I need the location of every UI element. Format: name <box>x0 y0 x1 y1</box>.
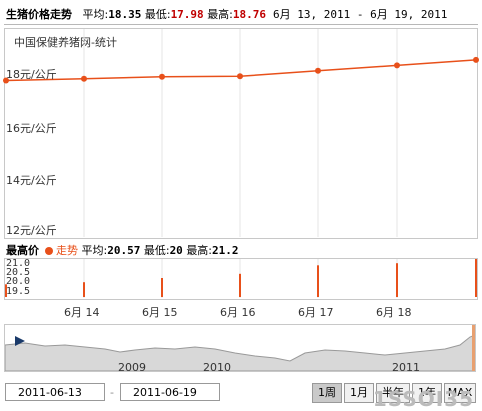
sub-max-value: 21.2 <box>212 244 239 257</box>
bar <box>396 263 398 297</box>
sub-max-label: 最高: <box>186 244 213 257</box>
watermark-logo: 1SSOI35 <box>372 387 474 411</box>
nav-year-label: 2010 <box>203 361 231 374</box>
sub-y-tick-label: 20.5 <box>6 267 31 278</box>
chart-header: 生猪价格走势 平均:18.35 最低:17.98 最高:18.76 6月 13,… <box>6 6 478 22</box>
main-chart-frame <box>4 28 478 239</box>
data-point <box>3 77 9 84</box>
range-button-6months[interactable]: 半年 <box>376 383 410 403</box>
range-button-max[interactable]: MAX <box>444 383 476 403</box>
bar <box>83 282 85 297</box>
sub-y-tick-label: 19.5 <box>6 286 31 297</box>
data-point <box>237 73 243 80</box>
avg-label: 平均: <box>82 8 109 21</box>
source-label: 中国保健养猪网-统计 <box>14 36 117 49</box>
sub-min-label: 最低: <box>143 244 170 257</box>
y-tick-label: 14元/公斤 <box>6 174 57 187</box>
bar <box>475 259 477 297</box>
sub-chart-frame <box>4 258 478 300</box>
max-label: 最高: <box>207 8 233 21</box>
x-tick-label: 6月 14 <box>64 306 100 319</box>
data-point <box>473 56 479 63</box>
sub-min-value: 20 <box>169 244 183 257</box>
data-point <box>315 67 321 74</box>
x-tick-label: 6月 18 <box>376 306 412 319</box>
legend-label: 走势 <box>56 244 78 257</box>
range-button-1week[interactable]: 1周 <box>312 383 342 403</box>
range-button-1month[interactable]: 1月 <box>344 383 374 403</box>
x-tick-label: 6月 15 <box>142 306 178 319</box>
nav-year-label: 2009 <box>118 361 146 374</box>
avg-value: 18.35 <box>108 8 142 21</box>
min-value: 17.98 <box>170 8 204 21</box>
navigator[interactable] <box>4 324 476 372</box>
play-icon[interactable] <box>14 335 26 347</box>
range-button-1year[interactable]: 1年 <box>412 383 442 403</box>
legend-dot-icon <box>45 246 53 255</box>
data-point <box>394 62 400 69</box>
data-point <box>81 75 87 82</box>
chart-title: 生猪价格走势 <box>6 8 72 21</box>
bar <box>161 278 163 297</box>
y-tick-label: 12元/公斤 <box>6 224 57 237</box>
subchart-header: 最高价 走势 平均:20.57 最低:20 最高:21.2 <box>6 242 239 258</box>
sub-avg-label: 平均: <box>81 244 108 257</box>
x-tick-label: 6月 16 <box>220 306 256 319</box>
bar <box>239 273 241 297</box>
date-range: 6月 13, 2011 - 6月 19, 2011 <box>273 8 448 21</box>
data-point <box>159 73 165 80</box>
sub-y-tick-label: 21.0 <box>6 258 31 269</box>
navigator-area <box>5 334 475 371</box>
date-separator: - <box>110 386 114 399</box>
header-divider <box>4 24 478 25</box>
from-date-input[interactable]: 2011-06-13 <box>5 383 105 401</box>
x-tick-label: 6月 17 <box>298 306 334 319</box>
bar <box>317 265 319 297</box>
bar <box>5 284 7 297</box>
subchart-title: 最高价 <box>6 244 39 257</box>
min-label: 最低: <box>144 8 171 21</box>
y-tick-label: 16元/公斤 <box>6 122 57 135</box>
y-tick-label: 18元/公斤 <box>6 68 57 81</box>
nav-year-label: 2011 <box>392 361 420 374</box>
sub-y-tick-label: 20.0 <box>6 276 31 287</box>
sub-avg-value: 20.57 <box>107 244 141 257</box>
max-value: 18.76 <box>232 8 267 21</box>
to-date-input[interactable]: 2011-06-19 <box>120 383 220 401</box>
navigator-handle[interactable] <box>472 325 475 371</box>
